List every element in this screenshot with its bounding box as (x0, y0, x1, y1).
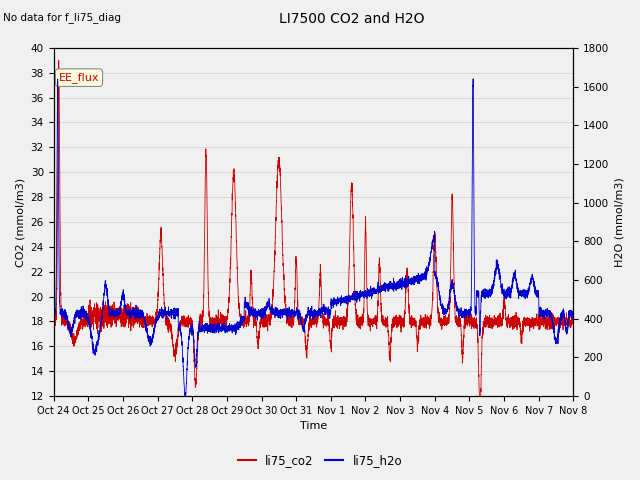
X-axis label: Time: Time (300, 421, 327, 432)
Y-axis label: H2O (mmol/m3): H2O (mmol/m3) (615, 177, 625, 267)
Text: No data for f_li75_diag: No data for f_li75_diag (3, 12, 121, 23)
Legend: li75_co2, li75_h2o: li75_co2, li75_h2o (233, 449, 407, 472)
Text: LI7500 CO2 and H2O: LI7500 CO2 and H2O (279, 12, 425, 26)
Y-axis label: CO2 (mmol/m3): CO2 (mmol/m3) (15, 178, 25, 266)
Text: EE_flux: EE_flux (59, 72, 99, 83)
